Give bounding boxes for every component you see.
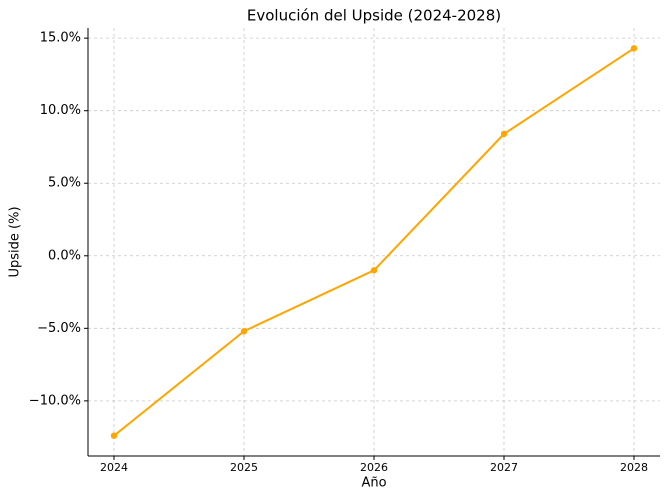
point [630, 45, 638, 52]
y-axis-label: Upside (%) [8, 206, 23, 277]
point [110, 432, 118, 439]
x-tick-label: 2026 [360, 461, 388, 474]
y-tick-label: 10.0% [40, 103, 81, 118]
y-tick-label: 0.0% [48, 248, 81, 263]
point [370, 267, 378, 274]
x-tick-label: 2025 [230, 461, 258, 474]
y-tick-label: −5.0% [37, 321, 81, 336]
x-tick-label: 2028 [620, 461, 648, 474]
x-axis-label: Año [361, 476, 386, 491]
x-tick-label: 2024 [100, 461, 128, 474]
x-tick-label: 2027 [490, 461, 518, 474]
y-tick-label: −10.0% [29, 393, 81, 408]
y-tick-label: 15.0% [40, 31, 81, 46]
point [240, 328, 248, 335]
point [500, 130, 508, 138]
y-tick-label: 5.0% [48, 176, 81, 191]
chart-title: Evolución del Upside (2024-2028) [247, 7, 501, 25]
